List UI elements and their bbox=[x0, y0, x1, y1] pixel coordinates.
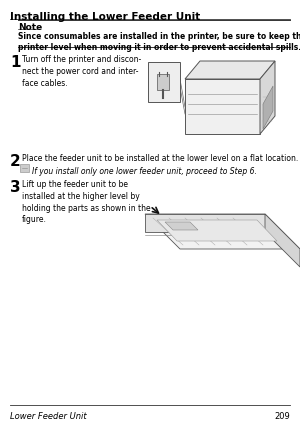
Text: Lift up the feeder unit to be
installed at the higher level by
holding the parts: Lift up the feeder unit to be installed … bbox=[22, 180, 151, 224]
Polygon shape bbox=[165, 222, 198, 230]
Polygon shape bbox=[260, 62, 275, 135]
Text: 3: 3 bbox=[10, 180, 21, 195]
Polygon shape bbox=[265, 215, 300, 268]
Text: 209: 209 bbox=[274, 411, 290, 420]
Polygon shape bbox=[145, 215, 265, 233]
Polygon shape bbox=[263, 87, 273, 130]
Text: 2: 2 bbox=[10, 154, 21, 169]
Text: 1: 1 bbox=[10, 55, 20, 70]
Polygon shape bbox=[157, 221, 277, 242]
Polygon shape bbox=[185, 80, 260, 135]
Polygon shape bbox=[185, 62, 275, 80]
Polygon shape bbox=[145, 215, 300, 249]
Text: Turn off the printer and discon-
nect the power cord and inter-
face cables.: Turn off the printer and discon- nect th… bbox=[22, 55, 141, 87]
Text: Place the feeder unit to be installed at the lower level on a flat location.: Place the feeder unit to be installed at… bbox=[22, 154, 298, 163]
FancyBboxPatch shape bbox=[20, 164, 29, 173]
Text: Since consumables are installed in the printer, be sure to keep the
printer leve: Since consumables are installed in the p… bbox=[18, 32, 300, 52]
Text: Lower Feeder Unit: Lower Feeder Unit bbox=[10, 411, 87, 420]
Text: Installing the Lower Feeder Unit: Installing the Lower Feeder Unit bbox=[10, 12, 200, 22]
Polygon shape bbox=[157, 75, 169, 91]
Text: Note: Note bbox=[18, 23, 42, 32]
Text: If you install only one lower feeder unit, proceed to Step 6.: If you install only one lower feeder uni… bbox=[32, 167, 257, 176]
Polygon shape bbox=[148, 63, 180, 103]
